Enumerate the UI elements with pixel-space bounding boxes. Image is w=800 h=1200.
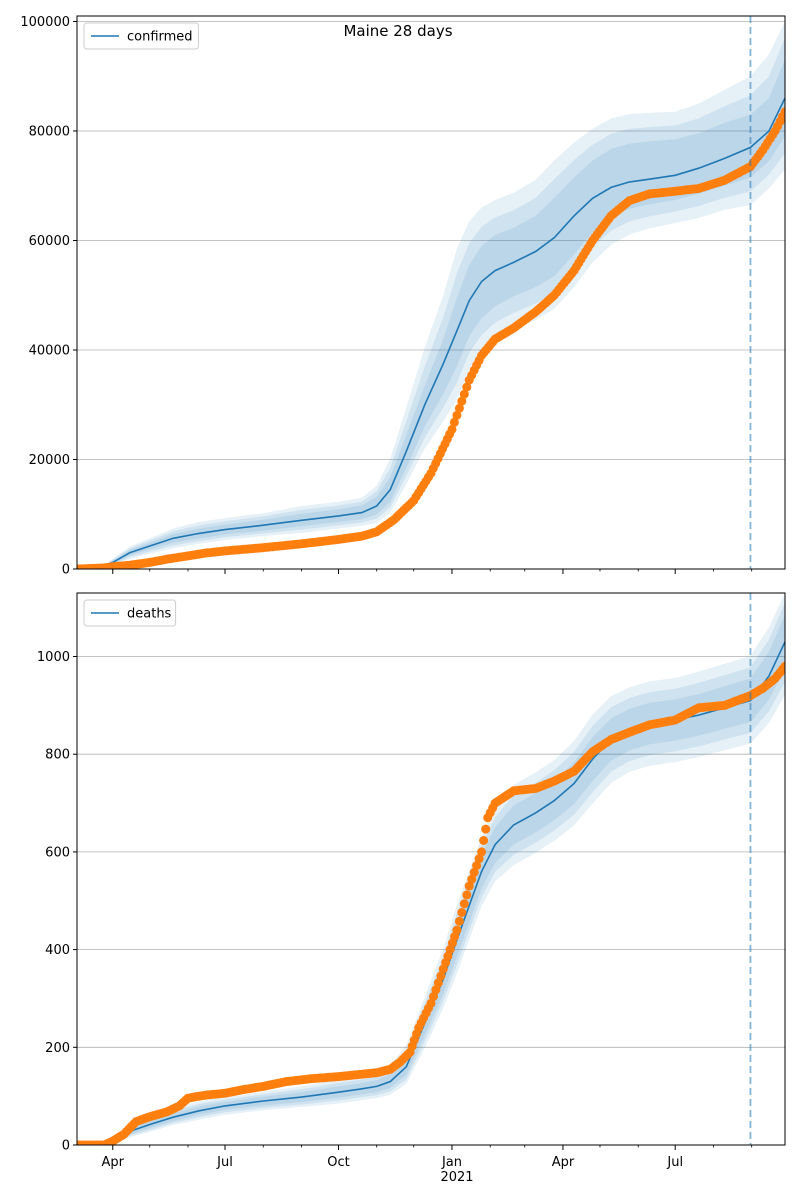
legend-label: deaths <box>127 607 172 622</box>
x-tick-label: Jul <box>216 1155 233 1170</box>
uncertainty-band <box>77 593 785 1145</box>
x-axis-year-label: 2021 <box>440 1170 473 1185</box>
observed-point <box>429 992 438 1001</box>
observed-point <box>457 396 467 406</box>
y-tick-label: 100000 <box>20 15 70 30</box>
axes-frame <box>76 15 786 570</box>
observed-point <box>454 403 464 413</box>
observed-point <box>436 971 446 981</box>
confirmed-panel: 0 20000 40000 60000 80000 100000 confirmed <box>20 15 786 578</box>
observed-point <box>462 890 472 900</box>
legend: deaths <box>83 599 177 627</box>
observed-point <box>481 824 491 834</box>
y-tick-label: 0 <box>62 1139 70 1154</box>
observed-point <box>447 424 457 434</box>
y-tick-label: 80000 <box>29 124 70 139</box>
legend-box <box>83 599 177 627</box>
uncertainty-band <box>77 37 785 569</box>
observed-point <box>431 985 441 995</box>
observed-point <box>479 836 489 845</box>
y-tick-label: 60000 <box>29 234 70 249</box>
y-tick-label: 200 <box>45 1041 70 1056</box>
y-tick-label: 20000 <box>29 453 70 468</box>
legend-label: confirmed <box>127 30 193 45</box>
figure-title: Maine 28 days <box>343 22 452 40</box>
y-tick-label: 400 <box>45 943 70 958</box>
x-tick-label: Jul <box>666 1155 683 1170</box>
observed-point <box>472 861 482 871</box>
observed-point <box>464 881 474 891</box>
observed-point <box>469 867 479 877</box>
observed-point <box>780 661 785 671</box>
x-tick-label: Apr <box>102 1155 125 1170</box>
plot-area <box>77 21 785 569</box>
axes-frame <box>76 592 786 1146</box>
observed-point <box>452 925 462 935</box>
model-line <box>77 97 785 569</box>
observed-point <box>426 998 436 1008</box>
y-tick-label: 1000 <box>37 650 70 665</box>
legend-box <box>83 22 199 50</box>
y-tick-label: 40000 <box>29 343 70 358</box>
uncertainty-band <box>77 615 785 1145</box>
observed-point <box>780 107 785 117</box>
observed-point <box>449 417 459 427</box>
x-tick-label: Jan <box>441 1155 462 1170</box>
deaths-panel: 0 200 400 600 800 1000 Apr Jul Oct Jan Apr Jul death… <box>37 592 786 1170</box>
y-tick-label: 0 <box>62 563 70 578</box>
uncertainty-band <box>77 59 785 569</box>
observed-point <box>454 916 464 926</box>
x-tick-label: Apr <box>552 1155 575 1170</box>
observed-point <box>462 382 472 392</box>
observed-point <box>457 908 467 917</box>
observed-point <box>467 874 477 884</box>
plot-area <box>77 593 785 1145</box>
observed-point <box>474 854 484 864</box>
uncertainty-band <box>77 21 785 569</box>
legend: confirmed <box>83 22 199 50</box>
observed-point <box>459 389 469 399</box>
observed-point <box>433 978 443 988</box>
y-tick-label: 600 <box>45 845 70 860</box>
y-tick-label: 800 <box>45 748 70 763</box>
observed-point <box>452 410 462 420</box>
observed-point <box>459 899 469 909</box>
x-tick-label: Oct <box>327 1155 349 1170</box>
observed-point <box>477 847 487 857</box>
